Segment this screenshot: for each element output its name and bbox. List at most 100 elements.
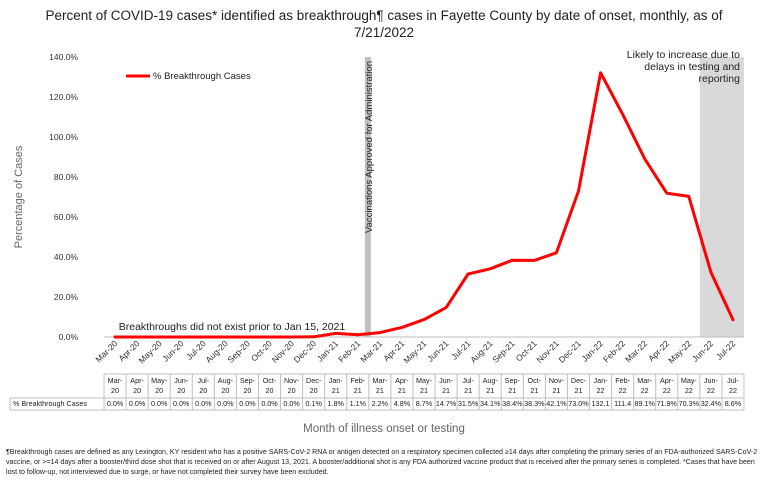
data-point (180, 336, 182, 338)
table-value-cell: 32.4% (701, 399, 722, 408)
table-header-cell: Jul- (198, 376, 210, 385)
table-value-cell: 38.3% (524, 399, 545, 408)
x-axis-title: Month of illness onset or testing (303, 423, 465, 435)
x-tick-label: May-20 (136, 338, 163, 365)
table-value-cell: 2.2% (372, 399, 389, 408)
data-point (533, 259, 536, 262)
x-tick-label: Jan-22 (580, 338, 606, 364)
table-header-cell: Mar- (108, 376, 123, 385)
table-header-cell: Oct- (528, 376, 542, 385)
table-header-cell: Sep- (505, 376, 521, 385)
table-value-cell: 1.8% (328, 399, 345, 408)
data-point (688, 195, 690, 198)
table-header-cell: Feb- (350, 376, 365, 385)
x-tick-label: Nov-21 (534, 338, 561, 365)
table-header-cell: 21 (530, 386, 538, 395)
x-tick-label: Aug-21 (468, 338, 495, 365)
x-tick-label: Mar-21 (358, 338, 384, 364)
table-header-cell: 20 (155, 386, 163, 395)
x-tick-label: Sep-21 (490, 338, 517, 365)
table-header-cell: 21 (398, 386, 406, 395)
data-point (202, 336, 205, 338)
table-header-cell: 20 (266, 386, 274, 395)
table-header-cell: 20 (199, 386, 207, 395)
x-tick-label: Jul-22 (714, 338, 738, 362)
table-value-cell: 70.3% (679, 399, 700, 408)
table-header-cell: Nov- (549, 376, 565, 385)
table-header-cell: 21 (552, 386, 560, 395)
table-header-cell: 21 (376, 386, 384, 395)
legend-label: % Breakthrough Cases (153, 71, 251, 82)
data-point (732, 319, 734, 321)
y-axis-title: Percentage of Cases (13, 145, 25, 248)
x-tick-label: Jan-21 (315, 338, 341, 364)
table-value-cell: 132.1 (592, 399, 610, 408)
data-point (379, 331, 381, 334)
shaded-note: reporting (699, 73, 741, 85)
table-row-label: % Breakthrough Cases (13, 399, 87, 408)
table-value-cell: 31.5% (458, 399, 479, 408)
table-header-cell: Aug- (218, 376, 234, 385)
data-point (489, 268, 492, 270)
table-value-cell: 73.0% (568, 399, 589, 408)
table-value-cell: 0.0% (239, 399, 256, 408)
y-tick-label: 60.0% (54, 212, 79, 222)
table-value-cell: 0.1% (305, 399, 322, 408)
x-tick-label: Dec-21 (556, 338, 583, 365)
table-header-cell: 20 (288, 386, 296, 395)
table-header-cell: 20 (310, 386, 318, 395)
data-point (290, 336, 293, 338)
table-value-cell: 4.8% (394, 399, 411, 408)
table-header-cell: 22 (685, 386, 693, 395)
table-value-cell: 42.1% (546, 399, 567, 408)
data-point (467, 273, 469, 275)
table-header-cell: Mar- (372, 376, 387, 385)
table-value-cell: 14.7% (436, 399, 457, 408)
table-header-cell: Jan- (329, 376, 344, 385)
table-value-cell: 89.1% (634, 399, 655, 408)
data-point (312, 336, 315, 338)
data-point (621, 113, 624, 115)
table-value-cell: 8.7% (416, 399, 433, 408)
table-value-cell: 0.0% (217, 399, 234, 408)
table-header-cell: 21 (574, 386, 582, 395)
chart-title-line-2: 7/21/2022 (354, 25, 414, 40)
data-point (357, 334, 359, 336)
y-tick-label: 40.0% (54, 252, 79, 262)
table-header-cell: Feb- (615, 376, 630, 385)
data-point (710, 271, 712, 274)
table-header-cell: Sep- (240, 376, 256, 385)
x-tick-label: Jun-20 (160, 338, 186, 364)
table-header-cell: Nov- (284, 376, 300, 385)
x-tick-label: Aug-20 (203, 338, 230, 365)
x-tick-label: Sep-20 (225, 338, 252, 365)
table-header-cell: Oct- (263, 376, 277, 385)
shaded-region (699, 57, 744, 337)
table-header-cell: May- (681, 376, 698, 385)
prior-note: Breakthroughs did not exist prior to Jan… (119, 321, 346, 333)
table-header-cell: Apr- (395, 376, 409, 385)
vaccination-label: Vaccinations Approved for Administration (364, 61, 375, 233)
chart-title: Percent of COVID-19 cases* identified as… (45, 8, 722, 40)
table-value-cell: 0.0% (107, 399, 124, 408)
table-header-cell: Dec- (306, 376, 322, 385)
x-tick-label: Jun-22 (690, 338, 716, 364)
table-header-cell: 22 (641, 386, 649, 395)
table-header-cell: May- (151, 376, 168, 385)
table-header-cell: 21 (508, 386, 516, 395)
table-header-cell: Apr- (130, 376, 144, 385)
table-value-cell: 0.0% (195, 399, 212, 408)
table-header-cell: 20 (133, 386, 141, 395)
data-point (599, 72, 602, 74)
table-header-cell: 22 (707, 386, 715, 395)
table-value-cell: 111.4 (614, 399, 631, 408)
x-tick-label: Nov-20 (270, 338, 297, 365)
table-header-cell: Jan- (594, 376, 609, 385)
footnote: ¶Breakthrough cases are defined as any L… (6, 448, 758, 476)
data-point (158, 336, 160, 338)
table-value-cell: 0.0% (151, 399, 168, 408)
table-header-cell: Apr- (660, 376, 674, 385)
table-header-cell: Jul- (727, 376, 739, 385)
data-point (246, 336, 249, 338)
